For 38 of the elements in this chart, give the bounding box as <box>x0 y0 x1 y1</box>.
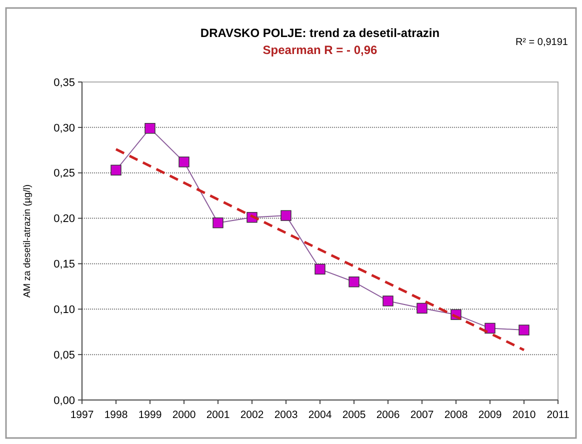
x-tick-label: 2007 <box>410 409 434 421</box>
point <box>178 156 190 168</box>
point <box>484 322 496 334</box>
chart-title: DRAVSKO POLJE: trend za desetil-atrazin <box>200 26 440 40</box>
point <box>280 210 292 221</box>
point <box>212 217 224 228</box>
x-tick-label: 2011 <box>546 409 570 421</box>
x-tick-label: 2001 <box>206 409 230 421</box>
chart-subtitle: Spearman R = - 0,96 <box>262 43 378 57</box>
point <box>382 296 394 306</box>
y-tick-label: 0,30 <box>54 122 75 134</box>
point <box>348 276 360 288</box>
x-tick-label: 1998 <box>104 409 128 421</box>
y-tick-label: 0,15 <box>54 258 75 271</box>
y-axis-title: AM za desetil-atrazin (µg/l) <box>22 184 33 298</box>
point <box>416 302 428 314</box>
point <box>110 164 122 176</box>
x-tick-label: 2002 <box>240 409 264 421</box>
text: R² = 0,9191 <box>515 37 568 48</box>
x-tick-label: 1997 <box>70 409 94 421</box>
y-tick-label: 0,25 <box>54 168 75 180</box>
x-tick-label: 2004 <box>308 409 332 421</box>
y-tick-label: 0,20 <box>54 213 75 226</box>
y-tick-label: 0,10 <box>54 304 75 316</box>
y-tick-label: 0,00 <box>54 394 75 407</box>
point <box>518 324 530 336</box>
x-tick-label: 2003 <box>274 409 298 421</box>
x-tick-label: 2010 <box>512 409 536 421</box>
point <box>144 122 156 134</box>
x-tick-label: 2000 <box>172 409 196 421</box>
y-tick-label: 0,05 <box>54 349 75 362</box>
x-tick-label: 2005 <box>342 409 366 421</box>
point <box>314 264 326 275</box>
y-tick-label: 0,35 <box>54 76 75 89</box>
x-tick-label: 2008 <box>444 409 468 421</box>
x-tick-label: 2009 <box>478 409 502 421</box>
x-tick-label: 2006 <box>376 409 400 421</box>
x-tick-label: 1999 <box>138 409 162 421</box>
